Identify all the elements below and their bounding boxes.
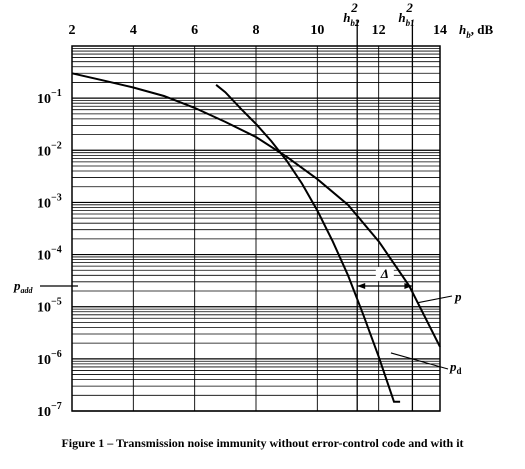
pd-label-leader	[390, 352, 449, 370]
x-tick-label: 14	[433, 23, 447, 38]
p-label-leader	[418, 295, 453, 304]
plot-border	[71, 45, 441, 412]
x-tick-label: 8	[253, 23, 260, 38]
series-group	[71, 72, 441, 403]
series-pd-label: pd	[449, 359, 462, 376]
y-tick-label: 10−5	[37, 297, 62, 316]
hb1-superscript: 2	[405, 0, 413, 15]
y-tick-label: 10−3	[37, 192, 62, 211]
y-tick-label: 10−1	[37, 88, 62, 107]
axis-labels: 2 4 6 8 10 12 14 hb, dB 10−1 10−2 10−3 10−4 10−5 10−6…	[37, 22, 493, 420]
y-tick-label: 10−2	[37, 140, 62, 159]
series-pd-line	[215, 84, 401, 403]
hb2-label: hb2	[343, 10, 360, 28]
y-tick-label: 10−6	[37, 349, 62, 368]
x-tick-label: 6	[191, 23, 198, 38]
delta-arrowhead-right	[404, 282, 413, 289]
x-tick-label: 2	[69, 23, 76, 38]
x-axis-label: hb, dB	[459, 22, 493, 40]
series-p-line	[71, 72, 441, 348]
x-tick-label: 4	[130, 23, 137, 38]
delta-arrowhead-left	[357, 282, 366, 289]
figure-caption: Figure 1 – Transmission noise immunity w…	[61, 436, 464, 450]
hb2-superscript: 2	[350, 0, 358, 15]
y-tick-label: 10−7	[37, 401, 62, 420]
x-tick-label: 10	[310, 23, 324, 38]
delta-label-bg	[375, 266, 394, 281]
delta-label: Δ	[380, 266, 389, 281]
series-p-label: p	[454, 289, 462, 304]
x-tick-label: 12	[372, 23, 386, 38]
plot-frame	[71, 45, 441, 412]
chart-grid	[71, 46, 441, 412]
y-tick-label: 10−4	[37, 245, 62, 264]
hb1-label: hb1	[398, 10, 414, 28]
p-add-label: padd	[13, 278, 34, 295]
